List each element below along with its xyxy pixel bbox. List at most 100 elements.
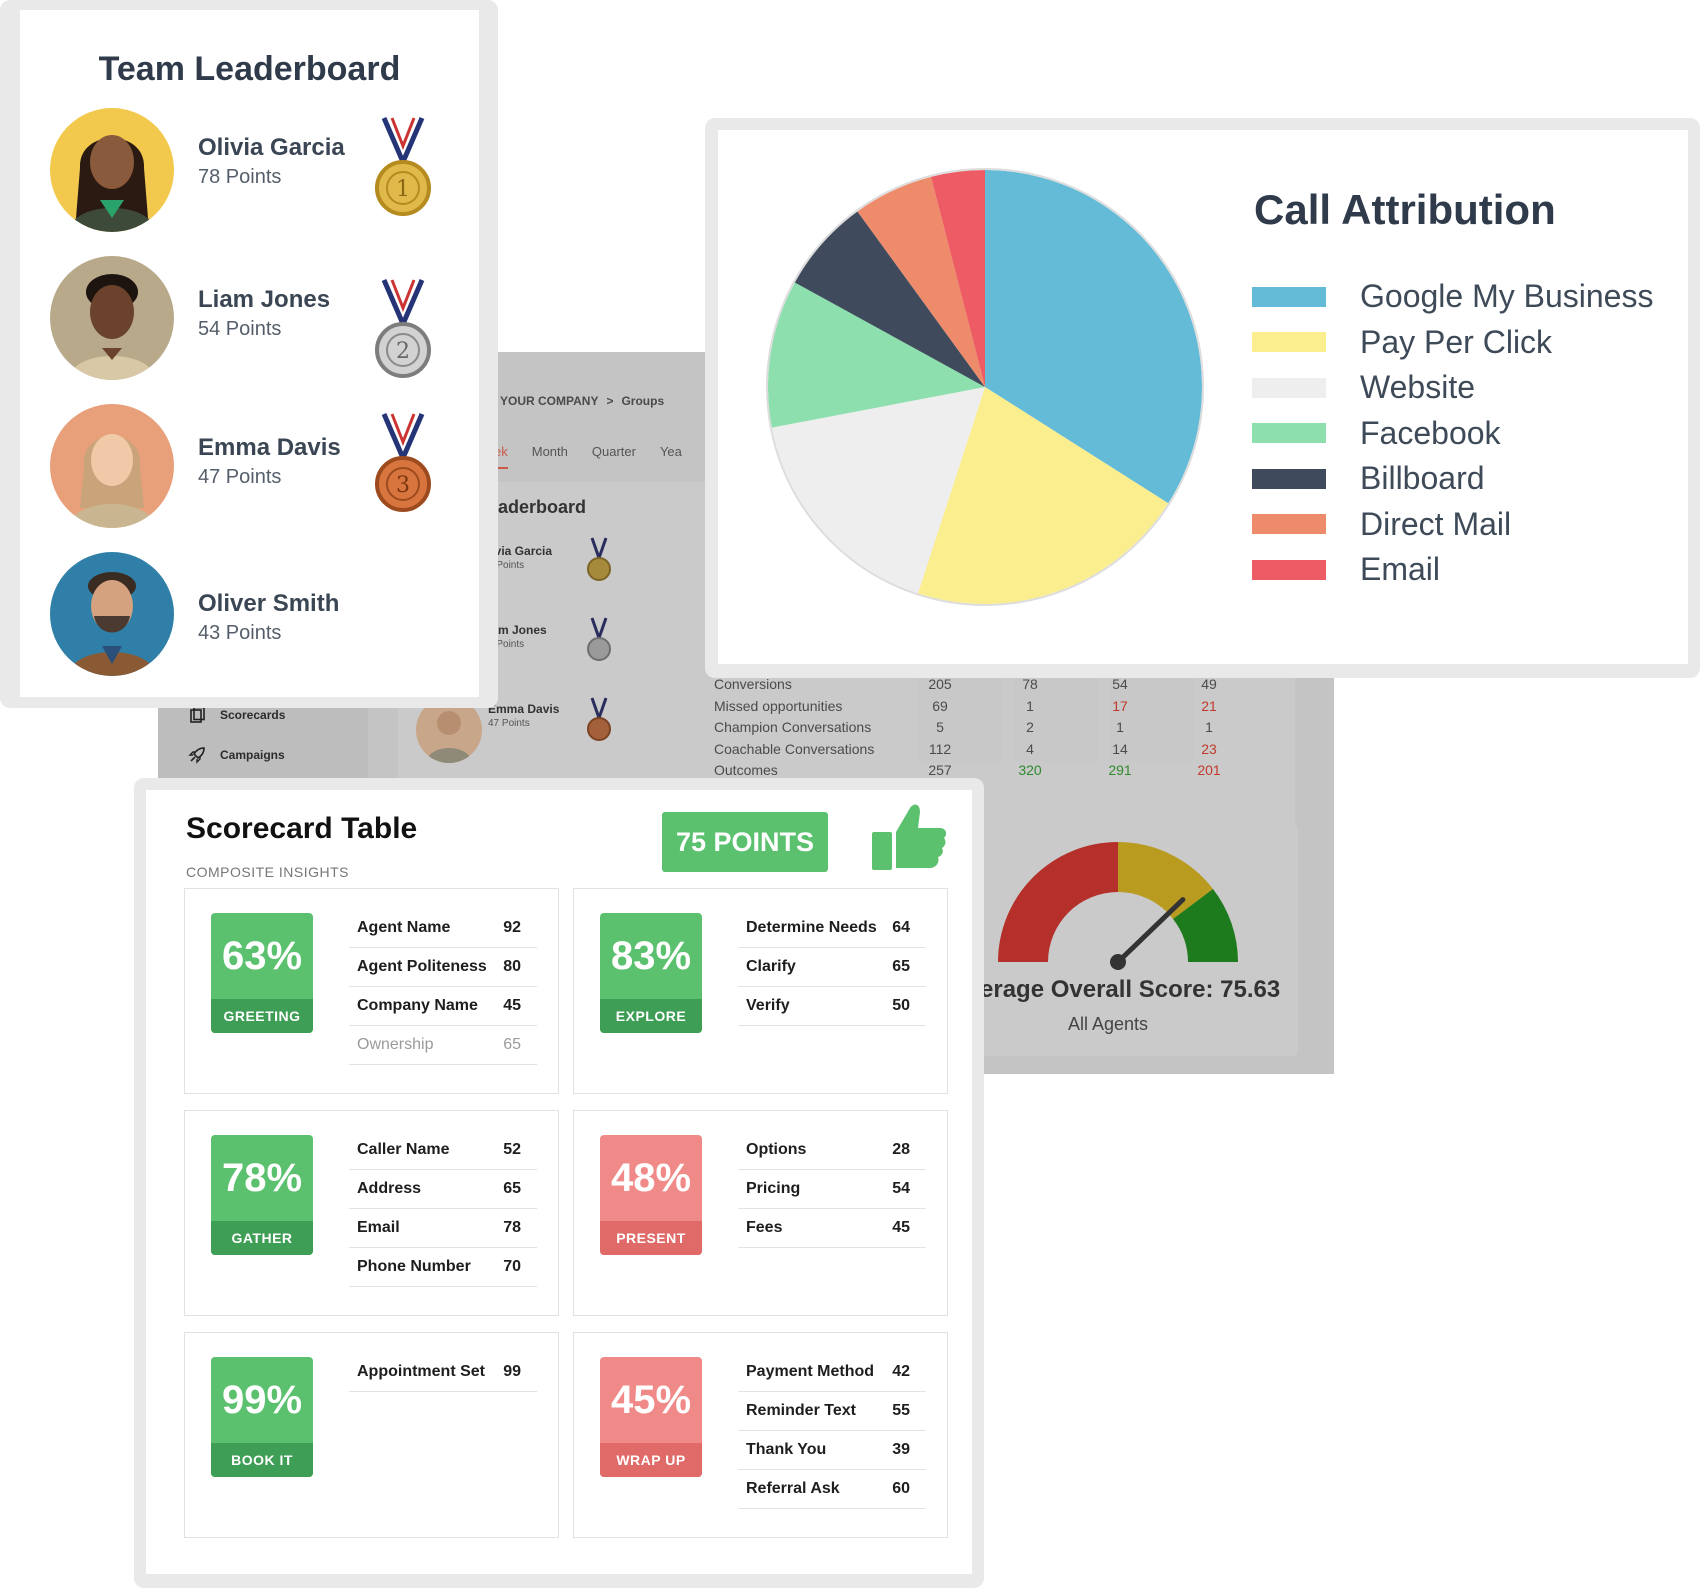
- section-score-badge: 45% WRAP UP: [600, 1357, 702, 1477]
- metric-value: 112: [928, 740, 952, 757]
- criteria-row: Clarify 65: [738, 948, 926, 987]
- criteria-score: 78: [503, 1219, 521, 1236]
- criteria-score: 80: [503, 958, 521, 975]
- svg-text:3: 3: [396, 473, 410, 498]
- criteria-name: Agent Name: [357, 919, 451, 936]
- legend-item: Billboard: [1252, 456, 1653, 502]
- criteria-name: Options: [746, 1141, 807, 1158]
- scorecard-icon: [190, 706, 205, 723]
- points-badge: 75 POINTS: [662, 812, 828, 872]
- section-percent: 78%: [221, 1155, 303, 1200]
- scorecard-subtitle: COMPOSITE INSIGHTS: [186, 864, 350, 880]
- leaderboard-entry[interactable]: Olivia Garcia 78 Points 1: [50, 108, 450, 238]
- section-label: GREETING: [211, 999, 313, 1033]
- metric-value: 4: [1026, 740, 1034, 757]
- criteria-row: Fees 45: [738, 1209, 926, 1248]
- section-criteria: Options 28 Pricing 54 Fees 45: [738, 1131, 926, 1248]
- tab-month[interactable]: Month: [531, 444, 568, 459]
- metric-value: 201: [1197, 762, 1221, 778]
- legend-label: Website: [1360, 369, 1476, 406]
- legend-label: Facebook: [1360, 414, 1501, 451]
- legend-label: Google My Business: [1360, 278, 1654, 315]
- breadcrumb-separator: >: [606, 394, 614, 408]
- criteria-score: 50: [892, 997, 910, 1014]
- bg-leaderboard-title: eaderboard: [488, 497, 587, 517]
- section-score-badge: 78% GATHER: [211, 1135, 313, 1255]
- metric-value: 14: [1112, 740, 1128, 757]
- legend-swatch: [1252, 559, 1326, 580]
- legend-swatch: [1252, 286, 1326, 307]
- section-label: EXPLORE: [600, 999, 702, 1033]
- call-attribution-pie: [766, 168, 1204, 606]
- gauge-needle: [1115, 897, 1186, 965]
- section-criteria: Caller Name 52 Address 65 Email 78 Phone Numbe…: [349, 1131, 537, 1287]
- avatar: [50, 108, 174, 232]
- leaderboard-points: 43 Points: [198, 622, 282, 644]
- criteria-row: Phone Number 70: [349, 1248, 537, 1287]
- metrics-column: 78 1 2 4 320: [995, 674, 1065, 782]
- criteria-row: Pricing 54: [738, 1170, 926, 1209]
- metric-value: 257: [928, 762, 952, 778]
- section-criteria: Agent Name 92 Agent Politeness 80 Company Na…: [349, 909, 537, 1065]
- pie-slice-facebook: [767, 282, 985, 428]
- criteria-row: Address 65: [349, 1170, 537, 1209]
- bg-leaderboard-entry: Emma Davis 47 Points: [488, 702, 559, 729]
- leaderboard-entry[interactable]: Emma Davis 47 Points 3: [50, 404, 450, 534]
- metric-value: 291: [1108, 762, 1132, 778]
- bg-entry-name: iam Jones: [488, 623, 547, 637]
- section-score-badge: 83% EXPLORE: [600, 913, 702, 1033]
- metric-value: 1: [1205, 719, 1213, 735]
- criteria-name: Referral Ask: [746, 1480, 840, 1497]
- pie-slice-email: [931, 170, 985, 387]
- legend-swatch: [1252, 377, 1326, 398]
- criteria-score: 65: [892, 958, 910, 975]
- criteria-score: 28: [892, 1141, 910, 1158]
- scorecard-section-present: 48% PRESENT Options 28 Pricing 54 Fees 45: [573, 1110, 948, 1316]
- tab-quarter[interactable]: Quarter: [591, 444, 636, 459]
- metric-value: 54: [1112, 676, 1128, 692]
- bg-entry-points: 8 Points: [488, 560, 525, 571]
- criteria-score: 60: [892, 1480, 910, 1497]
- legend-swatch: [1252, 332, 1326, 353]
- metric-label: Outcomes: [714, 762, 778, 778]
- legend-item: Email: [1252, 547, 1653, 593]
- criteria-row: Referral Ask 60: [738, 1470, 926, 1509]
- criteria-score: 45: [503, 997, 521, 1014]
- metric-value: 21: [1201, 697, 1217, 714]
- scorecard-section-explore: 83% EXPLORE Determine Needs 64 Clarify 65 Veri…: [573, 888, 948, 1094]
- section-percent: 45%: [610, 1377, 692, 1422]
- scorecard-section-greeting: 63% GREETING Agent Name 92 Agent Politeness 8…: [184, 888, 559, 1094]
- metric-value: 49: [1201, 676, 1217, 692]
- criteria-score: 54: [892, 1180, 910, 1197]
- legend-swatch: [1252, 423, 1326, 444]
- bg-col-bg: [918, 662, 1002, 762]
- bg-entry-points: 4 Points: [488, 639, 525, 650]
- legend-swatch: [1252, 514, 1326, 535]
- pie-slice-direct-mail: [857, 176, 985, 387]
- sidebar-item-scorecards[interactable]: Scorecards: [188, 706, 285, 724]
- gold-medal-icon: [587, 537, 611, 581]
- bg-avatar: [416, 697, 482, 763]
- bg-entry-points: 47 Points: [488, 718, 530, 729]
- criteria-score: 92: [503, 919, 521, 936]
- breadcrumb-groups[interactable]: Groups: [621, 394, 665, 408]
- pie-slices: [767, 170, 1202, 605]
- section-label: GATHER: [211, 1221, 313, 1255]
- leaderboard-entry[interactable]: Oliver Smith 43 Points: [50, 552, 450, 682]
- sidebar-item-campaigns[interactable]: Campaigns: [188, 746, 285, 764]
- criteria-score: 64: [892, 919, 910, 936]
- breadcrumb-company[interactable]: YOUR COMPANY: [500, 394, 599, 408]
- legend-item: Google My Business: [1252, 274, 1653, 320]
- leaderboard-entry[interactable]: Liam Jones 54 Points 2: [50, 256, 450, 386]
- section-criteria: Appointment Set 99: [349, 1353, 537, 1392]
- criteria-score: 65: [503, 1036, 521, 1053]
- pie-slice-pay-per-click: [917, 387, 1169, 605]
- metric-value: 23: [1201, 740, 1217, 757]
- criteria-name: Verify: [746, 997, 790, 1014]
- avatar: [50, 552, 174, 676]
- section-percent: 63%: [221, 933, 303, 978]
- section-score-badge: 99% BOOK IT: [211, 1357, 313, 1477]
- tab-year[interactable]: Yea: [659, 444, 682, 459]
- svg-text:2: 2: [396, 339, 410, 364]
- section-label: PRESENT: [600, 1221, 702, 1255]
